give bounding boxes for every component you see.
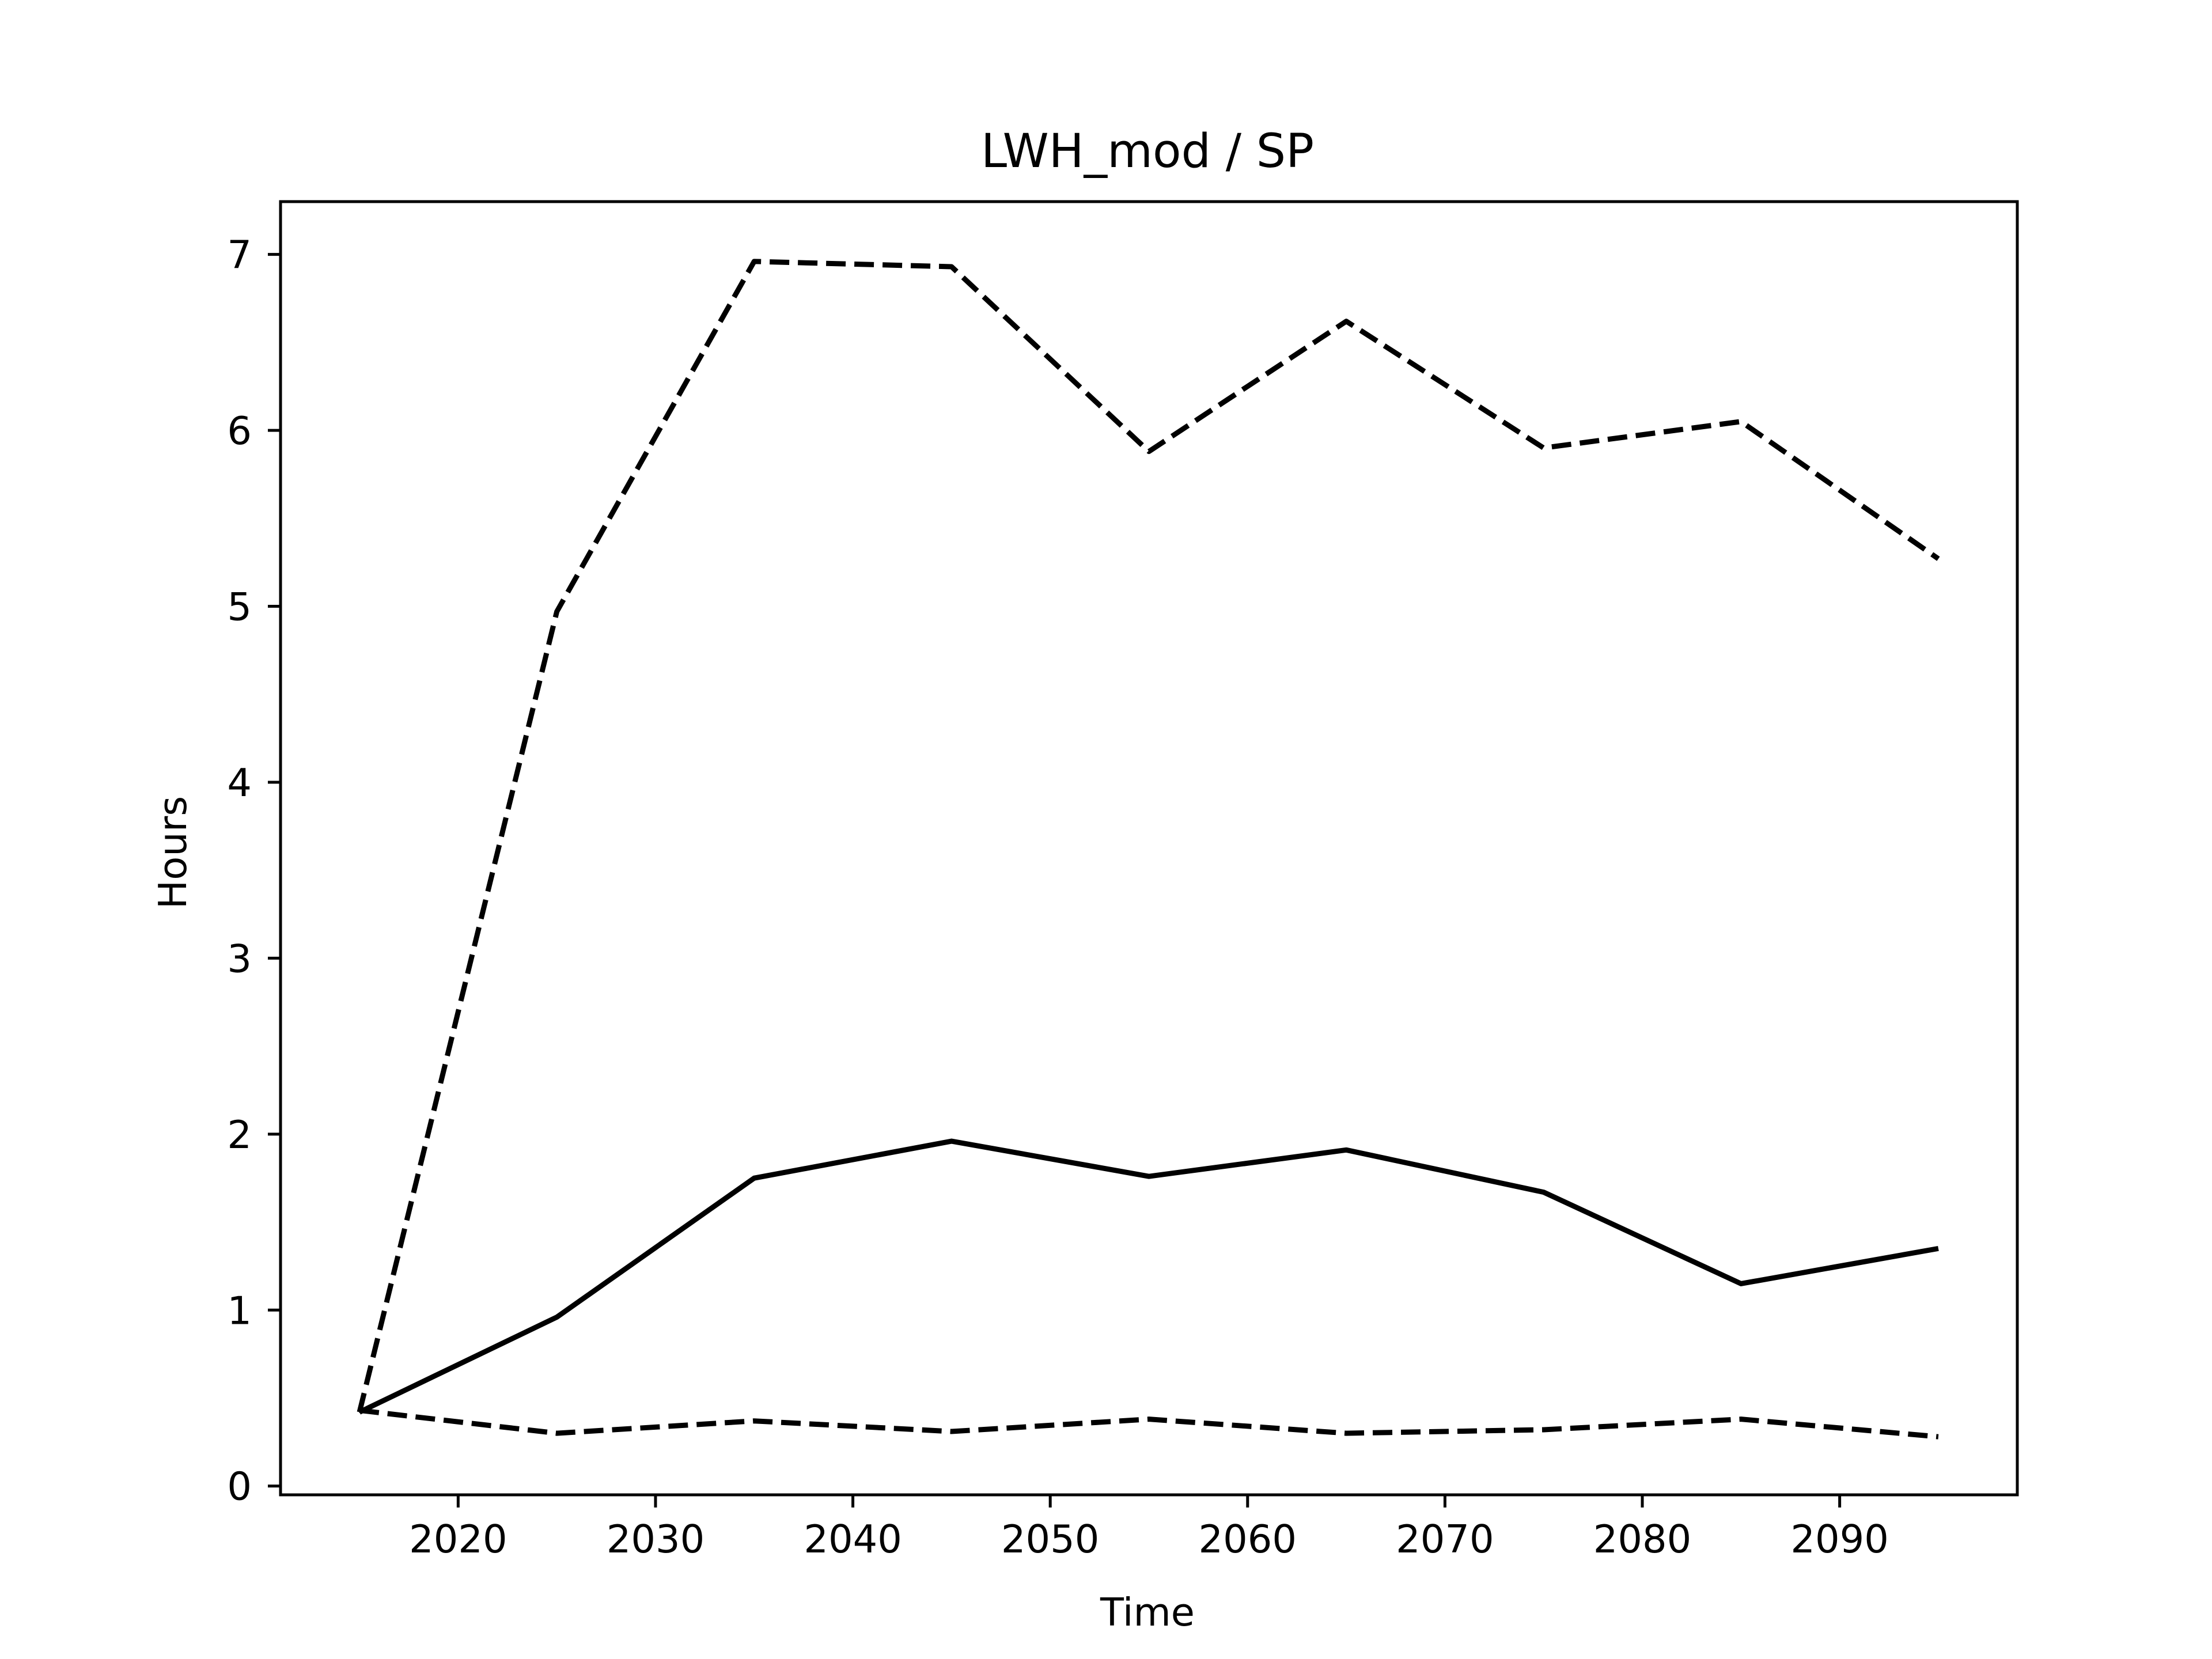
y-axis: 0 1 2 3 4 5 6 7	[227, 233, 281, 1509]
y-tick-label: 4	[227, 760, 252, 805]
y-tick-label: 7	[227, 233, 252, 278]
series-3	[359, 1407, 1939, 1440]
y-tick-label: 2	[227, 1112, 252, 1157]
x-axis: 2020 2030 2040 2050 2060 2070 2080 2090	[409, 1495, 1889, 1562]
x-tick-label: 2030	[607, 1517, 705, 1562]
x-tick-label: 2060	[1199, 1517, 1297, 1562]
y-axis-title: Hours	[150, 796, 195, 909]
series-2-line	[357, 259, 1940, 1413]
x-tick-label: 2090	[1790, 1517, 1889, 1562]
series-1-line	[358, 1138, 1939, 1415]
y-tick-label: 6	[227, 408, 252, 453]
y-tick-label: 3	[227, 936, 252, 981]
x-tick-label: 2050	[1001, 1517, 1100, 1562]
plot-area	[279, 200, 2019, 1497]
x-tick-label: 2080	[1593, 1517, 1692, 1562]
chart-title: LWH_mod / SP	[981, 124, 1314, 179]
x-tick-label: 2020	[409, 1517, 507, 1562]
series-3-line	[359, 1407, 1939, 1440]
y-tick-label: 0	[227, 1464, 252, 1509]
y-tick-label: 5	[227, 585, 252, 630]
x-tick-label: 2040	[804, 1517, 902, 1562]
series-2	[357, 259, 1940, 1413]
series-1	[358, 1138, 1939, 1415]
series-layer	[357, 259, 1940, 1440]
x-axis-title: Time	[1100, 1590, 1195, 1635]
x-tick-label: 2070	[1396, 1517, 1494, 1562]
y-tick-label: 1	[227, 1288, 252, 1333]
axes-frame	[279, 200, 2019, 1497]
